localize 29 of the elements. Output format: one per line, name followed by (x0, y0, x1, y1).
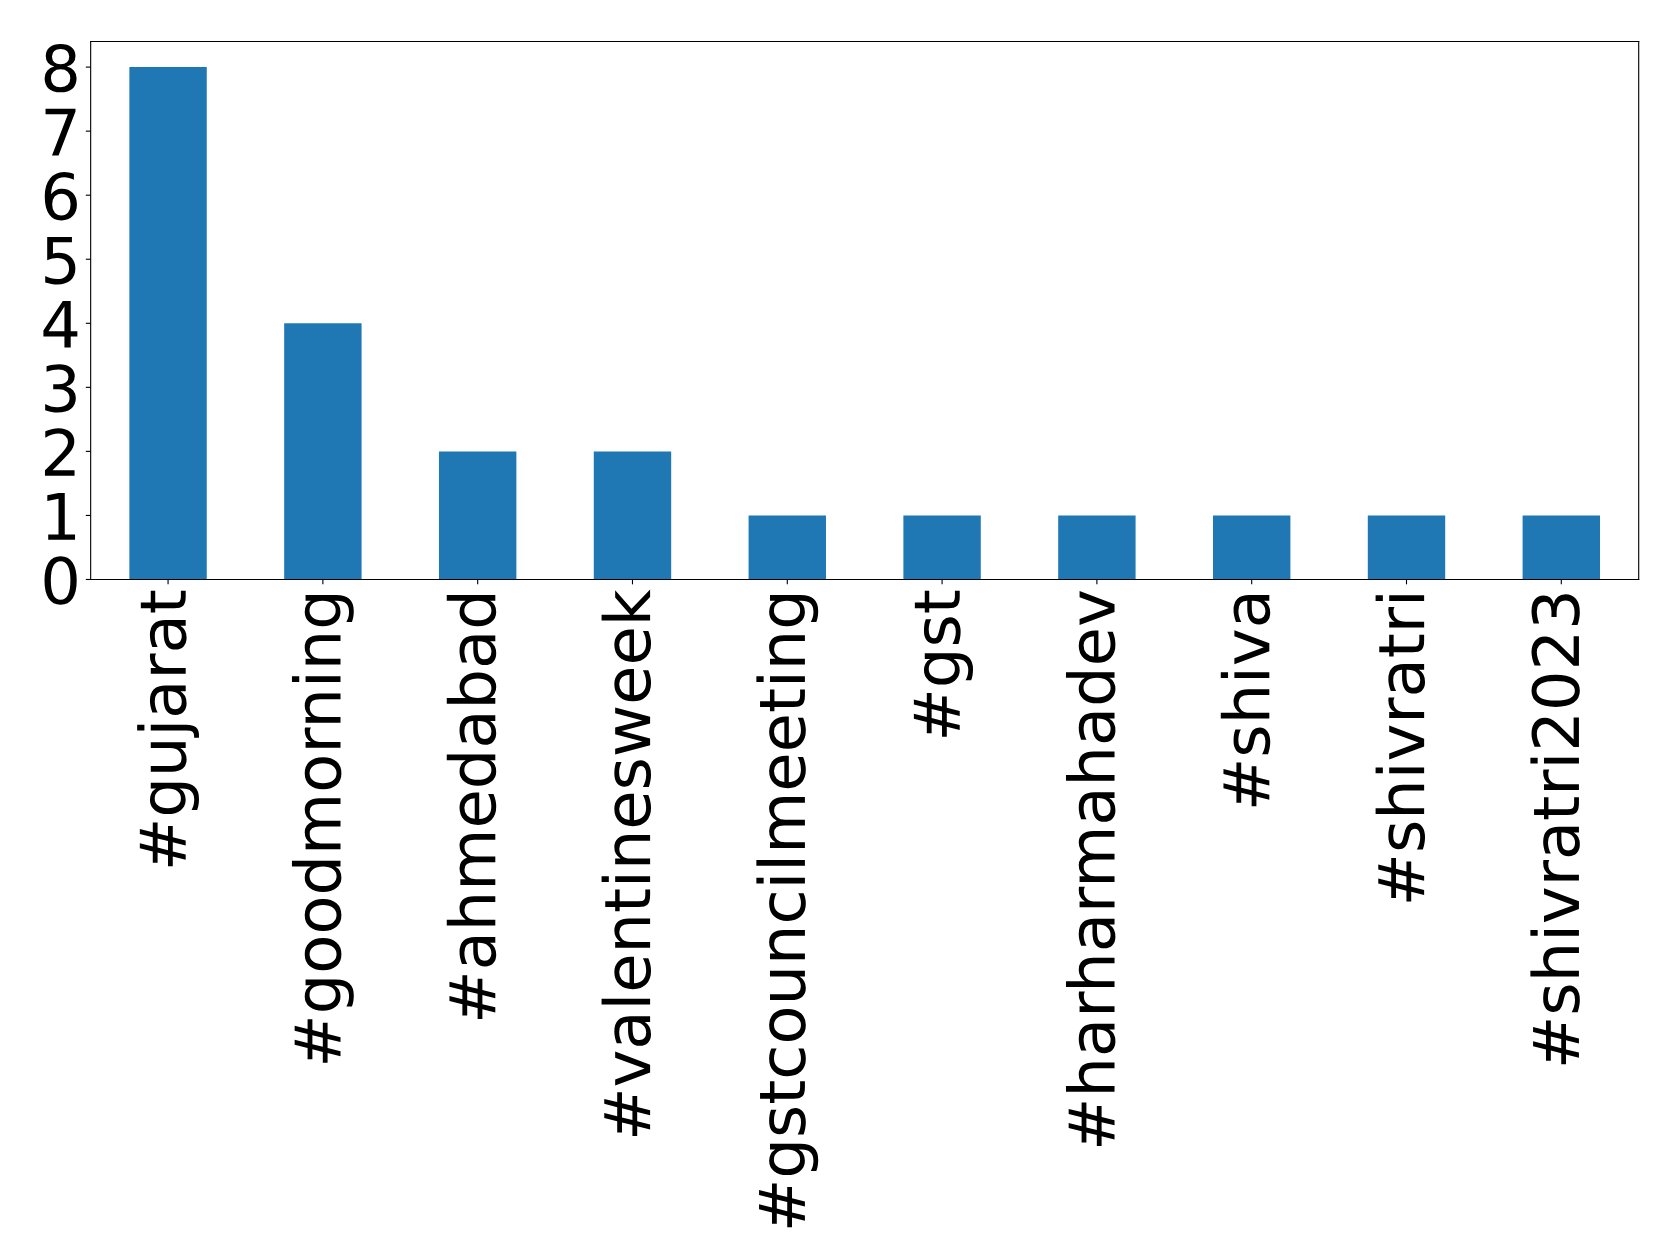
y-tick-label: 1 (47, 493, 76, 540)
x-tick-label: #ahmedabad (446, 595, 497, 1019)
y-tick-label: 2 (44, 428, 75, 476)
bar (1367, 515, 1446, 580)
y-tick-label: 3 (45, 364, 76, 413)
bar (1522, 515, 1600, 580)
bar (438, 451, 517, 580)
y-tick-label: 0 (44, 556, 77, 605)
bar (129, 67, 207, 580)
bar (903, 515, 981, 580)
bar (1058, 515, 1136, 580)
y-tick-label: 7 (45, 108, 76, 156)
x-tick-label: #shivratri (1375, 595, 1426, 902)
x-tick-label: #gujarat (137, 590, 199, 867)
x-tick-label: #valentinesweek (601, 589, 652, 1137)
x-tick-label: #gstcouncilmeeting (756, 595, 819, 1228)
x-tick-label: #goodmorning (291, 595, 354, 1063)
x-tick-label: #gst (913, 590, 973, 737)
bar (1212, 515, 1291, 580)
y-tick-label: 5 (45, 236, 76, 285)
bar (593, 451, 672, 580)
bar (748, 515, 826, 580)
x-tick-label: #harharmahadev (1065, 591, 1116, 1147)
bar (284, 323, 362, 580)
y-tick-label: 6 (44, 172, 77, 221)
y-tick-label: 4 (43, 300, 78, 348)
y-tick-label: 8 (44, 43, 77, 93)
x-tick-label: #shiva (1220, 595, 1271, 807)
x-tick-label: #shivratri2023 (1530, 594, 1580, 1065)
